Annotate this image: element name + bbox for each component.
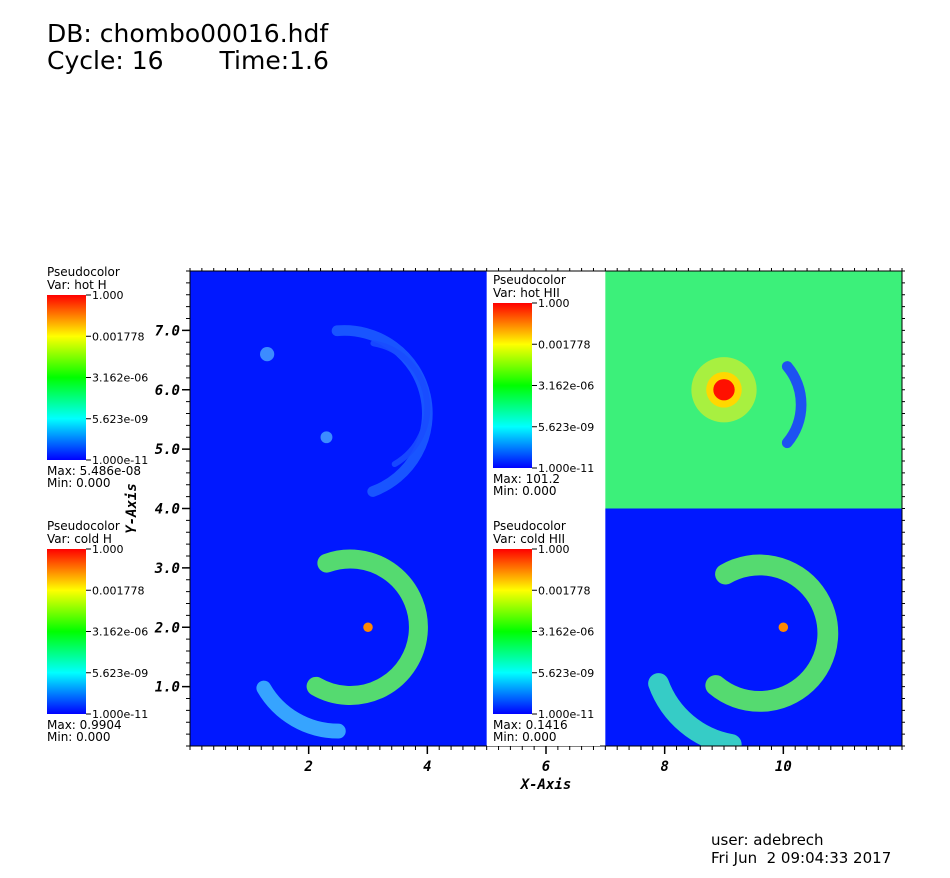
legend-tick-label: 1.000e-11	[92, 454, 148, 467]
feature-arc-hot-h-1	[370, 340, 431, 468]
legend-tick-label: 0.001778	[538, 338, 591, 351]
legend-tick-label: 0.001778	[92, 584, 145, 597]
legend-min: Min: 0.000	[493, 730, 557, 744]
database-title: DB: chombo00016.hdf	[47, 19, 329, 48]
legend-title: Pseudocolor	[493, 273, 566, 287]
legend-tick-label: 5.623e-09	[538, 667, 594, 680]
date-label: Fri Jun 2 09:04:33 2017	[711, 849, 892, 867]
legend-tick-label: 3.162e-06	[92, 372, 148, 385]
feature-arc-hot-hii-3	[781, 361, 807, 449]
legend-tick-label: 1.000e-11	[538, 462, 594, 475]
y-tick-label: 1.0	[155, 680, 180, 696]
legend-tick-label: 1.000	[538, 297, 570, 310]
panel-cold-h	[190, 508, 487, 746]
cycle-label: Cycle: 16	[47, 46, 164, 75]
x-tick-label: 4	[423, 759, 431, 775]
legend-max: Max: 5.486e-08	[47, 464, 141, 478]
panel-cold-hii	[605, 508, 902, 746]
x-tick-label: 8	[660, 759, 668, 775]
legend-var: Var: cold HII	[493, 532, 565, 546]
legend-tick-label: 5.623e-09	[92, 667, 148, 680]
user-label: user: adebrech	[711, 831, 824, 849]
y-tick-label: 4.0	[155, 502, 180, 518]
feature-arc-cold-hii-1	[648, 673, 742, 746]
legend-tick-label: 0.001778	[92, 330, 145, 343]
legend-tick-label: 1.000e-11	[538, 708, 594, 721]
y-tick-label: 3.0	[154, 561, 180, 577]
feature-arc-cold-hii-0	[705, 554, 839, 712]
legend-tick-label: 1.000e-11	[92, 708, 148, 721]
legend-tick-label: 1.000	[92, 543, 124, 556]
feature-blob-hot-hii-2	[713, 379, 735, 401]
y-tick-label: 5.0	[155, 442, 180, 458]
legend-var: Var: hot HII	[493, 286, 560, 300]
legend-var: Var: hot H	[47, 278, 107, 292]
legend-tick-label: 5.623e-09	[92, 413, 148, 426]
legend-tick-label: 1.000	[92, 289, 124, 302]
heatmap-panels	[190, 271, 902, 746]
legend-colorbar	[493, 549, 532, 714]
y-tick-label: 2.0	[154, 620, 180, 636]
y-axis-label: Y-Axis	[124, 483, 140, 534]
legend-tick-label: 1.000	[538, 543, 570, 556]
legend-title: Pseudocolor	[493, 519, 566, 533]
panel-hot-hii	[605, 271, 902, 509]
legend-colorbar	[47, 549, 86, 714]
panel-background-cold-h	[190, 508, 487, 746]
y-tick-label: 7.0	[155, 323, 180, 339]
legend-title: Pseudocolor	[47, 265, 120, 279]
legend-min: Min: 0.000	[47, 730, 111, 744]
cycle-time-line: Cycle: 16 Time:1.6	[47, 48, 329, 74]
legend-colorbar	[493, 303, 532, 468]
y-tick-label: 6.0	[155, 383, 180, 399]
feature-blob-hot-h-3	[320, 431, 333, 444]
time-label: Time:1.6	[219, 46, 329, 75]
legend-colorbar	[47, 295, 86, 460]
panel-hot-h	[190, 271, 487, 509]
legend-tick-label: 3.162e-06	[538, 380, 594, 393]
x-tick-label: 10	[775, 759, 792, 775]
legend-title: Pseudocolor	[47, 519, 120, 533]
feature-blob-cold-h-2	[363, 622, 373, 632]
panel-background-hot-h	[190, 271, 487, 509]
legend-max: Max: 101.2	[493, 472, 560, 486]
legend-tick-label: 5.623e-09	[538, 421, 594, 434]
legend-min: Min: 0.000	[47, 476, 111, 490]
legend-max: Max: 0.9904	[47, 718, 122, 732]
legend-tick-label: 3.162e-06	[92, 626, 148, 639]
x-tick-label: 2	[303, 759, 312, 775]
legend-tick-label: 0.001778	[538, 584, 591, 597]
legend-var: Var: cold H	[47, 532, 112, 546]
legend-max: Max: 0.1416	[493, 718, 568, 732]
x-tick-label: 6	[542, 759, 550, 775]
feature-blob-cold-hii-2	[778, 622, 789, 632]
feature-blob-hot-h-2	[260, 347, 275, 362]
feature-arc-cold-h-0	[306, 549, 428, 705]
legend-tick-label: 3.162e-06	[538, 626, 594, 639]
legend-min: Min: 0.000	[493, 484, 557, 498]
feature-arc-cold-h-1	[256, 680, 346, 739]
x-axis-label: X-Axis	[520, 777, 572, 793]
